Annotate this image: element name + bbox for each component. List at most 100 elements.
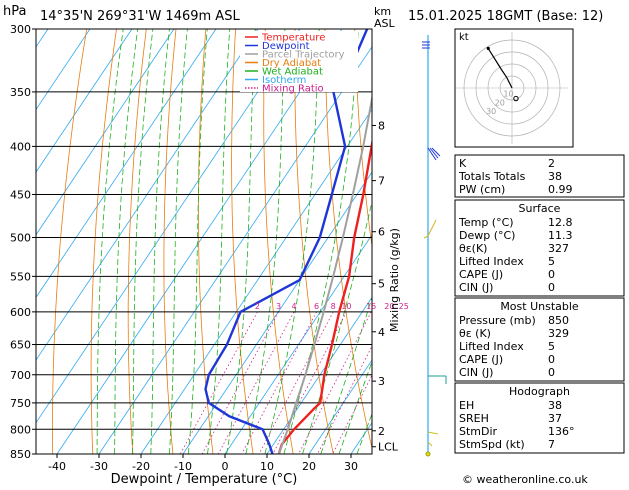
wet-adiabat-line	[207, 29, 231, 454]
dry-adiabat-line	[294, 29, 334, 454]
dewpoint-profile	[204, 29, 369, 454]
index-row-value: 0.99	[548, 183, 573, 196]
dry-adiabat-line	[231, 29, 254, 454]
isotherm-line	[56, 29, 343, 454]
km-tick-label: 7	[378, 175, 385, 188]
surface-row-label: Lifted Index	[459, 255, 524, 268]
most-unstable-row-value: 5	[548, 340, 555, 353]
x-tick-label: -20	[132, 460, 150, 473]
surface-row-label: Temp (°C)	[458, 216, 514, 229]
mixing-ratio-label: 10	[341, 302, 351, 311]
mixing-ratio-line	[332, 374, 372, 454]
mixing-ratio-label: 6	[314, 302, 319, 311]
km-tick-label: 4	[378, 326, 385, 339]
x-tick-label: -40	[48, 460, 66, 473]
y-tick-label: 750	[10, 397, 31, 410]
isotherm-line	[36, 29, 175, 236]
hodograph-indices-row-value: 7	[548, 438, 555, 451]
wind-barb-400	[427, 147, 441, 161]
height-unit-asl: ASL	[374, 17, 396, 30]
hodograph-trace	[487, 48, 513, 89]
km-tick-label: 2	[378, 425, 385, 438]
wet-adiabat-line	[187, 29, 208, 454]
mixing-ratio-line	[298, 311, 372, 454]
height-axis: 8 7 6 5 4 3 2 LCL	[372, 119, 399, 454]
hodograph-ring-label: 20	[495, 98, 505, 107]
surface-row-value: 11.3	[548, 229, 573, 242]
isotherm-line	[266, 296, 372, 454]
most-unstable-row-label: CIN (J)	[459, 366, 493, 379]
hodograph-ring-label: 10	[503, 90, 513, 99]
plot-frame	[35, 28, 373, 455]
mixing-ratio-label: 8	[331, 302, 336, 311]
table-block-indices	[454, 154, 625, 198]
storm-motion-marker	[513, 95, 519, 102]
background-lines	[36, 29, 372, 454]
dry-adiabat-line	[90, 29, 117, 454]
wet-adiabat-line	[114, 29, 138, 454]
isotherm-line	[182, 171, 372, 454]
surface-row-value: 0	[548, 281, 555, 294]
plot-area	[36, 29, 372, 454]
wind-barb-700	[428, 375, 447, 384]
legend-label: Dewpoint	[262, 41, 310, 52]
dry-adiabat-line	[127, 29, 147, 454]
y-tick-label: 400	[10, 140, 31, 153]
wet-adiabat-line	[264, 29, 320, 454]
isotherm-line	[36, 29, 259, 361]
x-tick-label: 30	[344, 460, 358, 473]
wet-adiabat-line	[226, 29, 256, 454]
mixing-ratio-line	[241, 311, 317, 454]
dry-adiabat-line	[52, 29, 88, 454]
most-unstable-row-value: 0	[548, 366, 555, 379]
wind-profile	[422, 35, 447, 457]
y-tick-label: 700	[10, 369, 31, 382]
isotherm-line	[36, 29, 217, 299]
wet-adiabat-line	[96, 29, 124, 454]
y-tick-label: 600	[10, 306, 31, 319]
km-tick-label: 3	[378, 375, 385, 388]
index-row-label: K	[459, 157, 467, 170]
x-tick-label: -10	[174, 460, 192, 473]
wet-adiabat-line	[150, 29, 170, 454]
mixing-ratio-label: 15	[366, 302, 376, 311]
surface-row-label: CAPE (J)	[459, 268, 503, 281]
surface-row-value: 5	[548, 255, 555, 268]
most-unstable-row-label: CAPE (J)	[459, 353, 503, 366]
most-unstable-row-label: θε (K)	[459, 327, 491, 340]
hodograph-indices-row-label: StmDir	[459, 425, 498, 438]
mixing-ratio-label: 4	[291, 302, 296, 311]
most-unstable-row-label: Pressure (mb)	[459, 314, 536, 327]
y-tick-label: 800	[10, 423, 31, 436]
indices-table: K 2 Totals Totals 38 PW (cm) 0.99 Surface Temp …	[454, 154, 625, 454]
x-tick-label: 20	[302, 460, 316, 473]
surface-row-label: θε(K)	[459, 242, 487, 255]
hodograph-indices-row-label: StmSpd (kt)	[459, 438, 525, 451]
wet-adiabat-line	[320, 296, 372, 454]
legend-label: Parcel Trajectory	[262, 50, 345, 61]
y-tick-label: 350	[10, 86, 31, 99]
legend-label: Temperature	[261, 33, 325, 44]
legend-box	[240, 31, 358, 92]
mixing-ratio-axis-label: Mixing Ratio (g/kg)	[388, 228, 401, 332]
isotherm-line	[36, 29, 133, 173]
index-row-label: Totals Totals	[458, 170, 526, 183]
wet-adiabat-line	[338, 360, 372, 454]
y-tick-label: 550	[10, 270, 31, 283]
isotherm-line	[98, 46, 372, 454]
dry-adiabat-line	[163, 29, 177, 454]
wind-barb-800	[427, 431, 439, 447]
most-unstable-row-value: 0	[548, 353, 555, 366]
km-tick-label: 8	[378, 119, 385, 132]
credit: © weatheronline.co.uk	[462, 473, 588, 486]
wet-adiabat-line	[283, 29, 359, 454]
hodograph-indices-title: Hodograph	[509, 385, 570, 398]
wind-surface-dot	[425, 451, 431, 457]
hodograph-indices-block	[454, 382, 625, 454]
index-row-value: 38	[548, 170, 562, 183]
legend-label: Wet Adiabat	[262, 67, 323, 78]
y-tick-label: 450	[10, 188, 31, 201]
